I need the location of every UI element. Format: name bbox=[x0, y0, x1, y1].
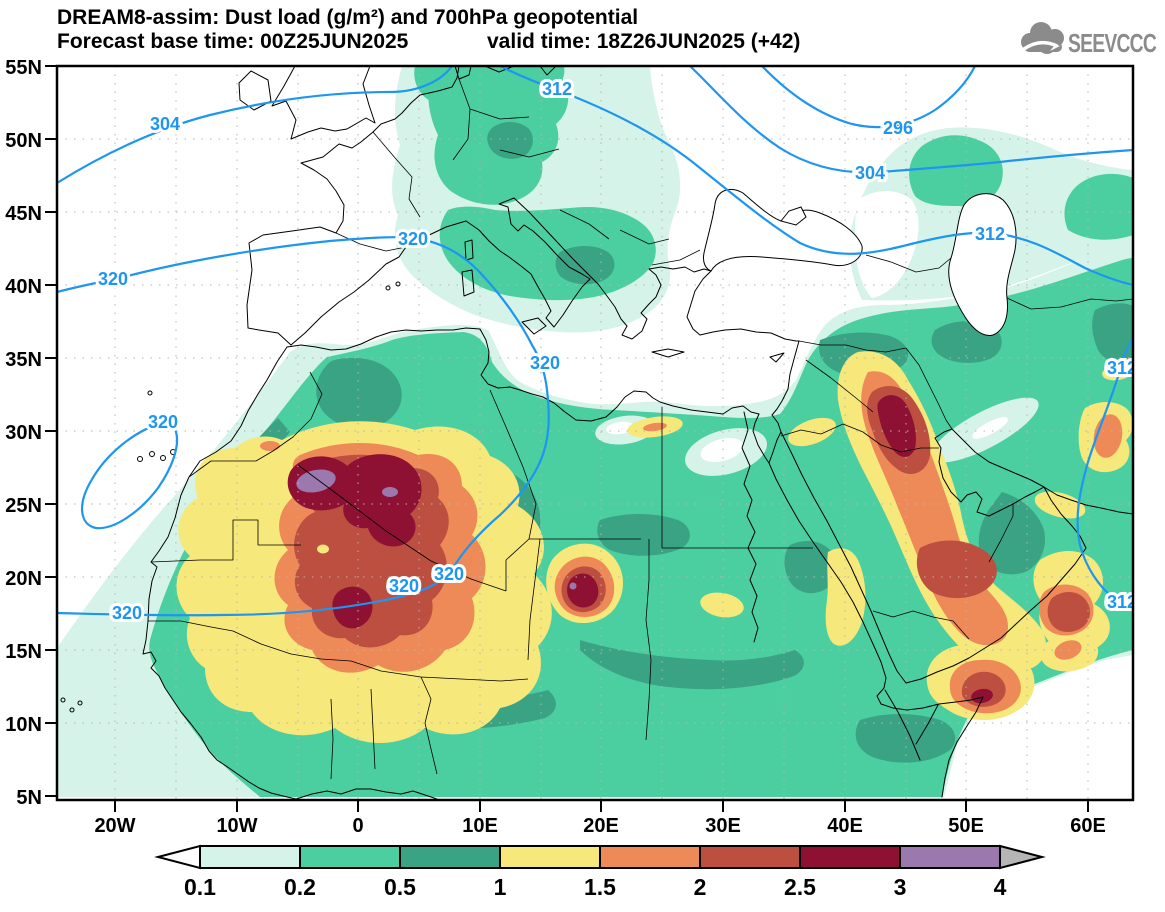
legend-value-labels: 0.1 0.2 0.5 1 1.5 2 2.5 3 4 bbox=[184, 874, 1007, 900]
lat-tick-label: 55N bbox=[5, 57, 42, 79]
legend-value: 0.1 bbox=[184, 874, 216, 900]
contour-label: 320 bbox=[112, 603, 142, 623]
lat-tick-label: 40N bbox=[5, 276, 42, 298]
legend-value: 0.5 bbox=[384, 874, 416, 900]
contour-label: 304 bbox=[855, 163, 885, 183]
cloud-icon bbox=[1021, 22, 1064, 54]
legend-value: 1.5 bbox=[584, 874, 616, 900]
contour-label: 320 bbox=[434, 564, 464, 584]
dust-inner-minimum bbox=[317, 544, 329, 554]
contour-label: 312 bbox=[542, 79, 572, 99]
lat-tick-label: 5N bbox=[16, 787, 42, 809]
legend-below-min-arrow bbox=[154, 844, 201, 870]
logo-wordmark: SEEVCCC bbox=[1068, 28, 1157, 58]
contour-label: 312 bbox=[975, 224, 1005, 244]
lon-tick-label: 10W bbox=[216, 815, 257, 837]
contour-label: 320 bbox=[98, 269, 128, 289]
legend-swatch bbox=[699, 845, 801, 869]
legend-value: 2.5 bbox=[784, 874, 816, 900]
lat-tick-label: 10N bbox=[5, 714, 42, 736]
contour-320-main bbox=[57, 236, 550, 617]
legend-value: 2 bbox=[694, 874, 707, 900]
geopotential-contours bbox=[57, 66, 1133, 617]
contour-label: 312 bbox=[1107, 592, 1137, 612]
contour-label: 320 bbox=[389, 576, 419, 596]
legend-swatch bbox=[599, 845, 701, 869]
lon-tick-label: 60E bbox=[1070, 815, 1106, 837]
contour-296-trough bbox=[760, 66, 977, 129]
lat-tick-label: 50N bbox=[5, 130, 42, 152]
coastlines bbox=[60, 66, 1133, 800]
forecast-base-time: Forecast base time: 00Z25JUN2025 bbox=[57, 30, 409, 53]
lon-tick-label: 0 bbox=[352, 815, 363, 837]
country-borders bbox=[148, 78, 1133, 780]
valid-time: valid time: 18Z26JUN2025 (+42) bbox=[487, 30, 800, 53]
lon-tick-label: 40E bbox=[827, 815, 863, 837]
lon-tick-label: 10E bbox=[462, 815, 498, 837]
map-frame bbox=[55, 64, 1135, 802]
lon-tick-label: 50E bbox=[948, 815, 984, 837]
legend-swatch bbox=[799, 845, 901, 869]
lat-tick-label: 15N bbox=[5, 641, 42, 663]
contour-304-east bbox=[688, 66, 1133, 174]
legend-swatch bbox=[499, 845, 601, 869]
chart-title: DREAM8-assim: Dust load (g/m²) and 700hP… bbox=[57, 6, 638, 29]
legend-swatch bbox=[899, 845, 1001, 869]
lon-tick-label: 30E bbox=[705, 815, 741, 837]
legend-swatch bbox=[399, 845, 501, 869]
contour-label: 296 bbox=[883, 118, 913, 138]
contour-304-west bbox=[57, 66, 454, 185]
black-sea bbox=[703, 189, 863, 272]
legend-above-max-arrow bbox=[999, 844, 1046, 870]
chart-header: DREAM8-assim: Dust load (g/m²) and 700hP… bbox=[57, 6, 800, 53]
legend-value: 0.2 bbox=[284, 874, 316, 900]
map-body: 304 312 296 304 320 320 320 320 312 312 … bbox=[57, 66, 1137, 800]
longitude-axis bbox=[114, 800, 1089, 812]
legend-swatch bbox=[199, 845, 301, 869]
colorbar-legend: 0.1 0.2 0.5 1 1.5 2 2.5 3 4 bbox=[154, 844, 1046, 900]
contour-312-main bbox=[498, 66, 1133, 287]
contour-label: 320 bbox=[398, 229, 428, 249]
lat-tick-label: 45N bbox=[5, 203, 42, 225]
contour-label: 320 bbox=[530, 353, 560, 373]
dust-fill-level-3 bbox=[296, 469, 577, 590]
lon-tick-label: 20W bbox=[94, 815, 135, 837]
crimea bbox=[780, 206, 807, 226]
contour-label: 304 bbox=[150, 114, 180, 134]
seevccc-logo: SEEVCCC bbox=[1021, 22, 1158, 58]
caspian-sea bbox=[948, 193, 1017, 336]
lat-tick-label: 25N bbox=[5, 495, 42, 517]
legend-value: 3 bbox=[894, 874, 907, 900]
contour-value-labels: 304 312 296 304 320 320 320 320 312 312 … bbox=[95, 76, 1137, 626]
legend-value: 4 bbox=[994, 874, 1007, 900]
contour-label: 320 bbox=[148, 412, 178, 432]
legend-swatch bbox=[299, 845, 401, 869]
contour-label: 312 bbox=[1107, 358, 1137, 378]
contour-312-southeast bbox=[1076, 336, 1133, 610]
contour-320-closed-low bbox=[80, 420, 179, 530]
lat-tick-label: 20N bbox=[5, 568, 42, 590]
longitude-labels: 20W 10W 0 10E 20E 30E 40E 50E 60E bbox=[94, 815, 1105, 837]
lat-tick-label: 30N bbox=[5, 422, 42, 444]
lat-tick-label: 35N bbox=[5, 349, 42, 371]
latitude-labels: 55N 50N 45N 40N 35N 30N 25N 20N 15N 10N … bbox=[5, 57, 42, 809]
lon-tick-label: 20E bbox=[583, 815, 619, 837]
legend-value: 1 bbox=[494, 874, 507, 900]
latitude-axis bbox=[45, 65, 57, 797]
